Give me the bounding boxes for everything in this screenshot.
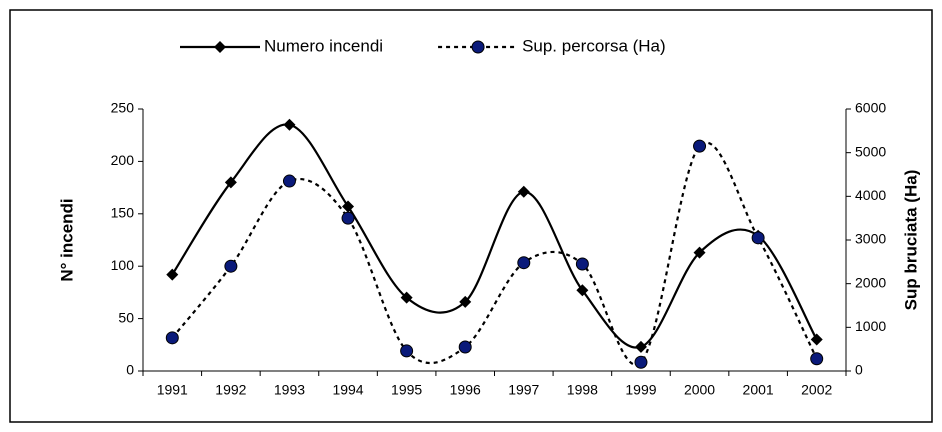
y2-tick-label: 1000 <box>855 318 886 334</box>
x-tick-label: 1999 <box>625 382 656 398</box>
marker <box>166 268 179 281</box>
marker <box>634 340 647 353</box>
x-tick-label: 1994 <box>332 382 363 398</box>
legend-label: Numero incendi <box>264 36 383 55</box>
y-tick-label: 100 <box>111 257 135 273</box>
x-tick-label: 1995 <box>391 382 422 398</box>
marker <box>283 118 296 131</box>
y2-tick-label: 5000 <box>855 143 886 159</box>
marker <box>400 344 414 358</box>
legend-label: Sup. percorsa (Ha) <box>522 36 666 55</box>
marker <box>751 231 765 245</box>
y2-tick-label: 3000 <box>855 231 886 247</box>
y2-tick-label: 0 <box>855 362 863 378</box>
y-tick-label: 200 <box>111 152 135 168</box>
marker <box>517 256 531 270</box>
marker <box>459 295 472 308</box>
legend-marker <box>471 40 485 54</box>
y2-tick-label: 4000 <box>855 187 886 203</box>
x-tick-label: 1992 <box>215 382 246 398</box>
marker <box>400 291 413 304</box>
y-axis-title: N° incendi <box>57 198 76 281</box>
marker <box>576 284 589 297</box>
x-tick-label: 2001 <box>743 382 774 398</box>
marker <box>810 352 824 366</box>
y-tick-label: 0 <box>126 362 134 378</box>
y-tick-label: 150 <box>111 205 135 221</box>
x-tick-label: 1993 <box>274 382 305 398</box>
marker <box>282 174 296 188</box>
marker <box>165 331 179 345</box>
marker <box>810 333 823 346</box>
x-tick-label: 2000 <box>684 382 715 398</box>
x-tick-label: 2002 <box>801 382 832 398</box>
x-tick-label: 1998 <box>567 382 598 398</box>
marker <box>693 139 707 153</box>
chart-border <box>9 9 933 423</box>
marker <box>224 176 237 189</box>
marker <box>693 246 706 259</box>
x-tick-label: 1997 <box>508 382 539 398</box>
x-tick-label: 1996 <box>450 382 481 398</box>
y-tick-label: 50 <box>118 309 134 325</box>
marker <box>575 257 589 271</box>
marker <box>458 340 472 354</box>
marker <box>342 200 355 213</box>
marker <box>634 355 648 369</box>
y2-tick-label: 2000 <box>855 274 886 290</box>
y-tick-label: 250 <box>111 100 135 116</box>
y2-tick-label: 6000 <box>855 100 886 116</box>
marker <box>224 259 238 273</box>
legend-marker <box>214 41 226 53</box>
y2-axis-title: Sup bruciata (Ha) <box>901 170 920 311</box>
marker <box>517 185 530 198</box>
marker <box>341 211 355 225</box>
x-tick-label: 1991 <box>157 382 188 398</box>
